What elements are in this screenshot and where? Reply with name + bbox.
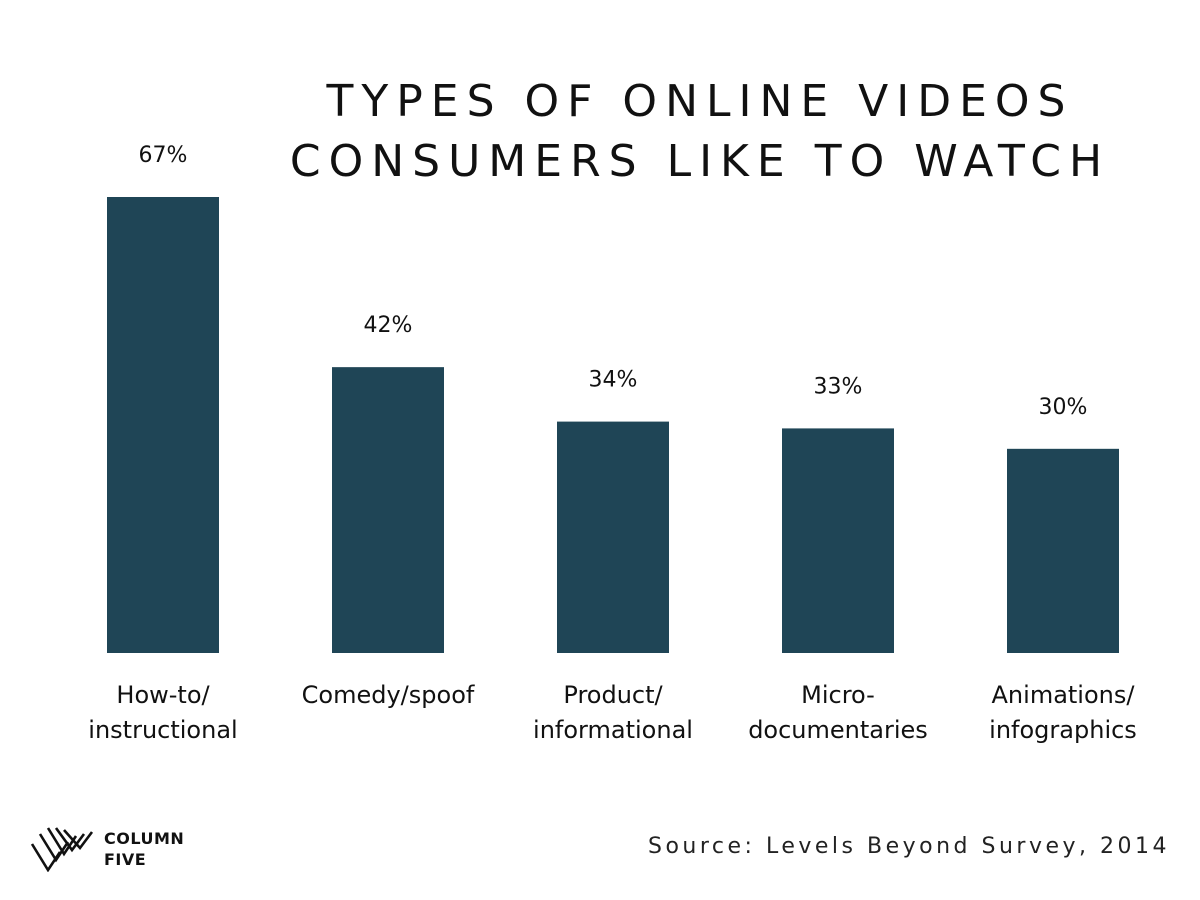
chart-title-line-2: CONSUMERS LIKE TO WATCH (289, 136, 1111, 187)
bar-chart: 67% How-to/instructional 42% Comedy/spoof 34… (88, 143, 1137, 744)
data-label-2: 34% (589, 368, 638, 393)
data-label-3: 33% (814, 374, 863, 399)
chart-title-line-1: TYPES OF ONLINE VIDEOS (326, 76, 1074, 127)
category-label-3: Micro-documentaries (748, 681, 928, 744)
column-five-logo: COLUMN FIVE (30, 826, 200, 876)
bar-3 (782, 428, 894, 653)
category-label-0: How-to/instructional (88, 681, 237, 744)
data-label-1: 42% (364, 313, 413, 338)
column-five-logo-icon (30, 827, 94, 872)
source-note: Source: Levels Beyond Survey, 2014 (647, 834, 1170, 859)
category-label-1: Comedy/spoof (302, 681, 475, 709)
logo-text-line-1: COLUMN (104, 829, 185, 848)
bar-1 (332, 367, 444, 653)
logo-wordmark: COLUMN FIVE (104, 828, 184, 870)
bar-4 (1007, 448, 1119, 653)
bar-2 (557, 421, 669, 653)
bar-0 (107, 197, 219, 653)
category-label-2: Product/informational (533, 681, 693, 744)
logo-text-line-2: FIVE (104, 850, 147, 869)
category-label-4: Animations/infographics (989, 681, 1137, 744)
data-label-4: 30% (1039, 395, 1088, 420)
data-label-0: 67% (139, 143, 188, 168)
